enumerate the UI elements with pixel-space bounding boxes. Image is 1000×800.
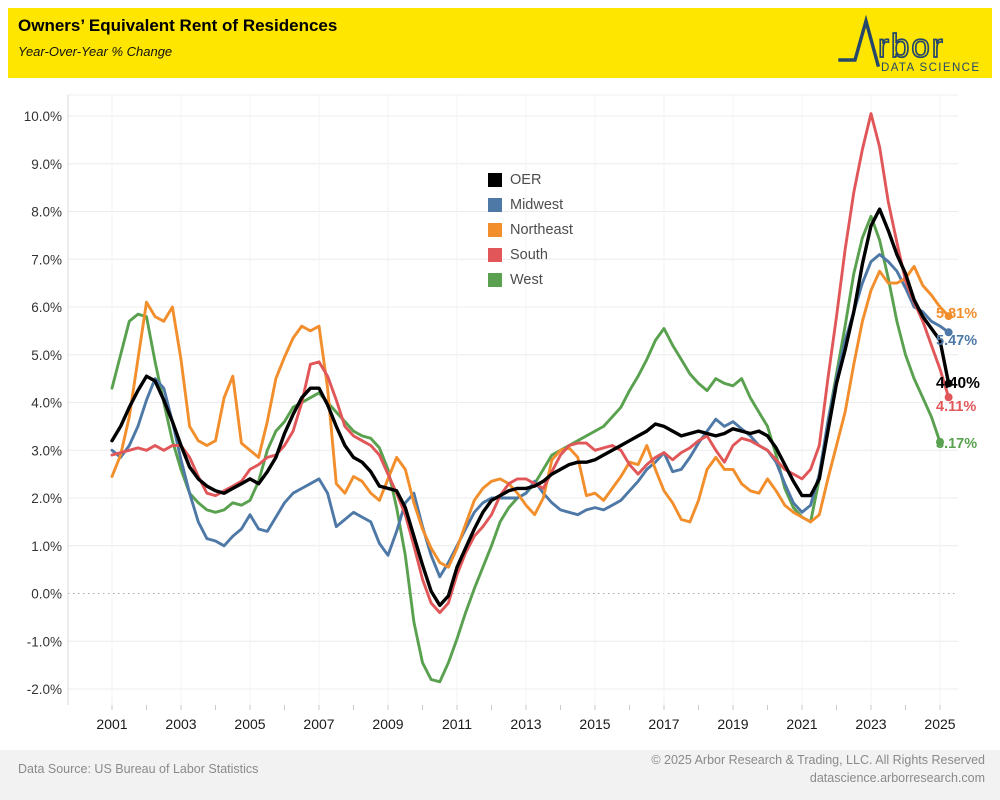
legend-item-midwest[interactable]: Midwest [488,192,573,217]
series-line-northeast [110,264,951,569]
arbor-logo: rbor DATA SCIENCE [834,13,986,80]
legend-label: Midwest [510,196,564,213]
x-tick-label: 2005 [234,716,265,732]
y-tick-label: 6.0% [31,300,62,315]
x-tick-label: 2023 [855,716,886,732]
y-tick-label: 1.0% [31,539,62,554]
x-tick-label: 2013 [510,716,541,732]
y-tick-label: -2.0% [27,682,62,697]
x-tick-label: 2015 [579,716,610,732]
legend-item-oer[interactable]: OER [488,167,573,192]
legend-swatch-south [488,247,502,262]
series-line-south [110,112,951,615]
x-tick-label: 2007 [303,716,334,732]
x-gridlines [111,95,941,705]
series-end-dot-south [944,393,953,402]
x-tick-label: 2019 [717,716,748,732]
end-label-oer: 4.40% [936,375,980,393]
y-tick-label: 9.0% [31,157,62,172]
y-tick-label: -1.0% [27,634,62,649]
end-label-midwest: 5.47% [936,333,978,350]
x-tick-label: 2017 [648,716,679,732]
x-axis-labels: 2001 2003 2005 2007 2009 2011 2013 2015 2017 2019… [96,716,955,732]
x-ticks [111,705,941,710]
legend-swatch-west [488,272,502,287]
legend-label: West [510,271,543,288]
series-end-dot-west [936,438,944,447]
x-tick-label: 2009 [372,716,403,732]
data-source-note: Data Source: US Bureau of Labor Statisti… [18,762,259,776]
y-tick-label: 0.0% [31,587,62,602]
x-tick-label: 2021 [786,716,817,732]
series-end-dot-northeast [944,312,953,321]
x-tick-label: 2025 [924,716,955,732]
y-tick-label: 3.0% [31,443,62,458]
footer-band [0,750,1000,800]
y-tick-label: 4.0% [31,396,62,411]
legend-label: Northeast [510,221,573,238]
legend-label: OER [510,171,542,188]
legend-swatch-oer [488,172,502,187]
page-subtitle: Year-Over-Year % Change [18,44,173,59]
legend-label: South [510,246,548,263]
page-title: Owners’ Equivalent Rent of Residences [18,16,338,35]
end-label-south: 4.11% [936,399,977,416]
end-label-northeast: 5.81% [936,306,978,323]
y-tick-label: 5.0% [31,348,62,363]
y-tick-label: 2.0% [31,491,62,506]
y-axis-labels: 10.0% 9.0% 8.0% 7.0% 6.0% 5.0% 4.0% 3.0% 2.0% 1.0… [24,109,62,697]
legend-swatch-midwest [488,197,502,212]
y-tick-label: 7.0% [31,252,62,267]
legend-item-northeast[interactable]: Northeast [488,217,573,242]
series-end-dot-oer [944,379,953,388]
logo-tagline: DATA SCIENCE [881,62,980,74]
x-tick-label: 2001 [96,716,127,732]
legend-item-south[interactable]: South [488,242,573,267]
header-banner: Owners’ Equivalent Rent of Residences Ye… [8,8,992,78]
series-lines [110,112,953,684]
copyright-note: © 2025 Arbor Research & Trading, LLC. Al… [651,753,985,767]
y-tick-label: 8.0% [31,205,62,220]
legend-item-west[interactable]: West [488,267,573,292]
x-tick-label: 2011 [442,716,472,732]
series-line-oer [110,207,951,608]
y-tick-label: 10.0% [24,109,62,124]
logo-peak-line-icon [838,14,881,68]
legend: OER Midwest Northeast South West [488,167,573,292]
logo-wordmark: rbor [878,27,945,64]
y-gridlines [68,94,958,690]
series-end-dot-midwest [944,328,953,337]
website-url: datascience.arborresearch.com [809,771,985,785]
x-tick-label: 2003 [165,716,196,732]
legend-swatch-northeast [488,222,502,237]
end-label-west: 3.17% [936,436,978,453]
